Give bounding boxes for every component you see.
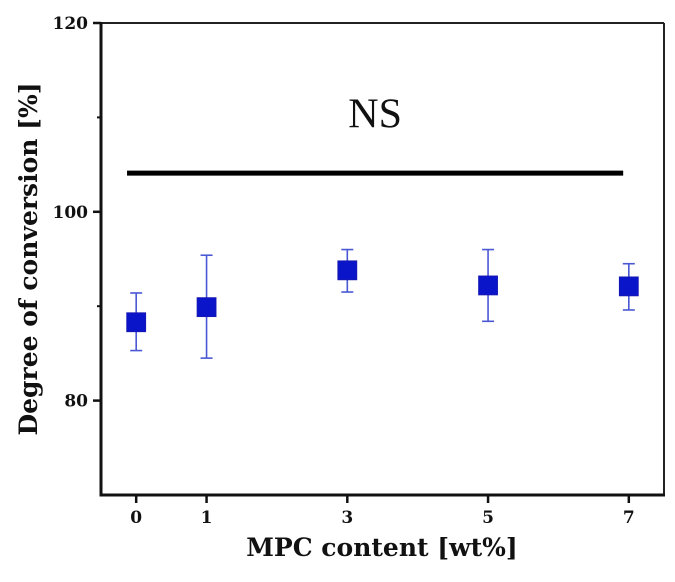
y-axis-title: Degree of conversion [%]	[14, 82, 43, 435]
x-axis: 0 1 3 5 7	[130, 495, 635, 528]
square-marker	[618, 276, 639, 297]
data-point	[196, 254, 217, 359]
y-tick-label: 120	[53, 14, 89, 34]
x-tick-label: 0	[130, 508, 142, 528]
data-series	[126, 248, 639, 359]
significance-annotation: NS	[127, 92, 624, 176]
data-point	[478, 248, 498, 323]
y-axis: 80 100 120	[53, 14, 101, 412]
y-tick-label: 100	[53, 203, 89, 223]
square-marker	[196, 297, 217, 318]
square-marker	[337, 260, 358, 281]
x-tick-label: 5	[482, 508, 494, 528]
square-marker	[126, 312, 147, 333]
plot-frame	[99, 22, 665, 497]
x-tick-label: 7	[623, 508, 635, 528]
x-tick-label: 3	[341, 508, 353, 528]
y-tick-label: 80	[64, 392, 88, 412]
x-tick-label: 1	[201, 508, 213, 528]
data-point	[337, 248, 358, 293]
significance-label: NS	[348, 92, 402, 138]
data-point	[126, 292, 147, 352]
x-axis-title: MPC content [wt%]	[246, 533, 518, 562]
data-point	[618, 262, 639, 311]
square-marker	[478, 275, 498, 296]
